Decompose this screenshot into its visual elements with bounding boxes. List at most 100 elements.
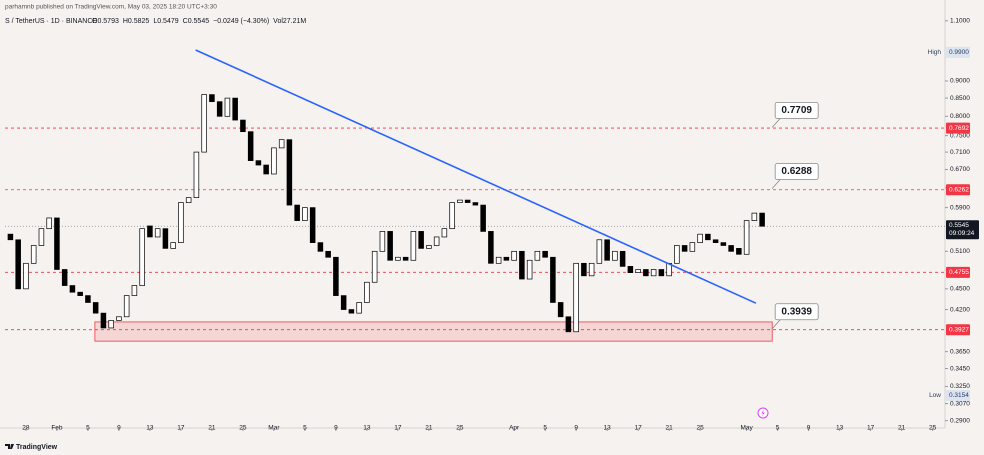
x-tick-label: 5 [303, 425, 307, 432]
callout-box [774, 163, 819, 180]
candle-body [635, 269, 641, 273]
low-box [946, 389, 970, 401]
y-tick-label: 0.3070 [950, 400, 970, 407]
candle-body [286, 139, 293, 206]
x-tick-label: 17 [867, 425, 875, 432]
candle-body [294, 204, 300, 221]
ohlc-value: L0.5479 [153, 18, 178, 25]
support-zone [94, 321, 773, 342]
callout-label: 0.6288 [781, 166, 812, 177]
x-tick-label: 5 [86, 425, 90, 432]
callout-label: 0.3939 [781, 306, 812, 317]
candle-body [581, 262, 587, 277]
brand: TradingView [16, 444, 58, 451]
candle-body [69, 285, 76, 293]
candle-body [123, 295, 130, 318]
x-tick-label: 28 [22, 425, 30, 432]
candle-body [100, 312, 107, 329]
candle-body [395, 256, 401, 261]
ohlc-value: H0.5825 [123, 18, 150, 25]
candle-body [232, 97, 238, 121]
candle-body [650, 269, 657, 277]
author-line: parhamnb published on TradingView.com, M… [5, 4, 217, 11]
candle-body [410, 231, 417, 261]
candle-body [333, 256, 339, 296]
candle-body [519, 250, 525, 280]
candle-body [712, 239, 719, 243]
candle-body [503, 256, 510, 261]
x-tick-label: 5 [776, 425, 780, 432]
level-label: 0.7692 [949, 125, 969, 132]
candle-body [627, 266, 634, 273]
candle-body [387, 231, 393, 261]
candle-body [550, 256, 556, 303]
x-tick-label: Feb [51, 425, 63, 432]
y-tick-label: 0.3450 [950, 365, 970, 372]
candle-body [736, 248, 742, 255]
candle-body [325, 250, 331, 258]
candle-body [54, 217, 60, 270]
candle-body [728, 245, 734, 252]
candle-body [743, 220, 750, 255]
low-value: 0.3154 [949, 392, 969, 399]
level-label-box [946, 122, 970, 134]
candle-body [557, 302, 564, 318]
y-tick-label: 0.5100 [950, 248, 970, 255]
candle-body [433, 236, 440, 246]
candle-body [23, 262, 29, 290]
candle-body [511, 250, 517, 261]
candle-body [480, 204, 486, 232]
x-tick-label: May [740, 425, 753, 432]
candle-body [681, 245, 688, 252]
candle-body [255, 160, 262, 166]
candle-body [317, 242, 324, 252]
candle-body [534, 250, 541, 261]
candle-body [526, 259, 533, 280]
x-tick-label: 5 [543, 425, 547, 432]
candle-body [224, 97, 231, 117]
x-tick-label: 13 [604, 425, 612, 432]
x-tick-label: 21 [898, 425, 906, 432]
x-tick-label: 21 [208, 425, 216, 432]
candle-body [185, 197, 192, 203]
y-tick-label: 0.2900 [950, 417, 970, 424]
last-price-label: 0.5545 [949, 222, 969, 229]
candle-body [170, 242, 176, 249]
x-tick-label: 9 [807, 425, 811, 432]
level-label-box [946, 266, 970, 278]
symbol: S / TetherUS · 1D · BINANCE [5, 18, 97, 25]
candle-body [573, 262, 579, 333]
candle-body [488, 231, 494, 264]
candle-body [247, 131, 254, 162]
candle-body [759, 212, 765, 227]
candle-body [697, 233, 703, 243]
candle-body [643, 269, 649, 277]
level-label: 0.3927 [949, 326, 969, 333]
candle-body [77, 291, 83, 296]
candle-body [162, 228, 169, 249]
candle-body [340, 295, 347, 310]
candle-body [464, 199, 471, 203]
callout-pointer [771, 118, 781, 128]
x-tick-label: 21 [666, 425, 674, 432]
x-tick-label: 25 [239, 425, 247, 432]
candle-body [147, 225, 153, 238]
candle-body [441, 228, 448, 238]
x-tick-label: Mar [268, 425, 280, 432]
candle-body [278, 139, 285, 149]
callout-box [774, 102, 819, 119]
y-tick-label: 0.4200 [950, 306, 970, 313]
x-tick-label: 25 [929, 425, 937, 432]
ohlc-value: Vol27.21M [273, 18, 306, 25]
callout-box [774, 303, 819, 321]
last-price-box [946, 220, 979, 240]
callout-label: 0.7709 [781, 105, 812, 116]
candle-body [402, 256, 409, 261]
candle-body [154, 228, 161, 238]
candle-body [302, 207, 308, 221]
candle-body [178, 202, 184, 243]
candle-body [38, 228, 45, 246]
y-tick-label: 0.7100 [950, 149, 970, 156]
y-tick-label: 1.1000 [950, 18, 970, 25]
